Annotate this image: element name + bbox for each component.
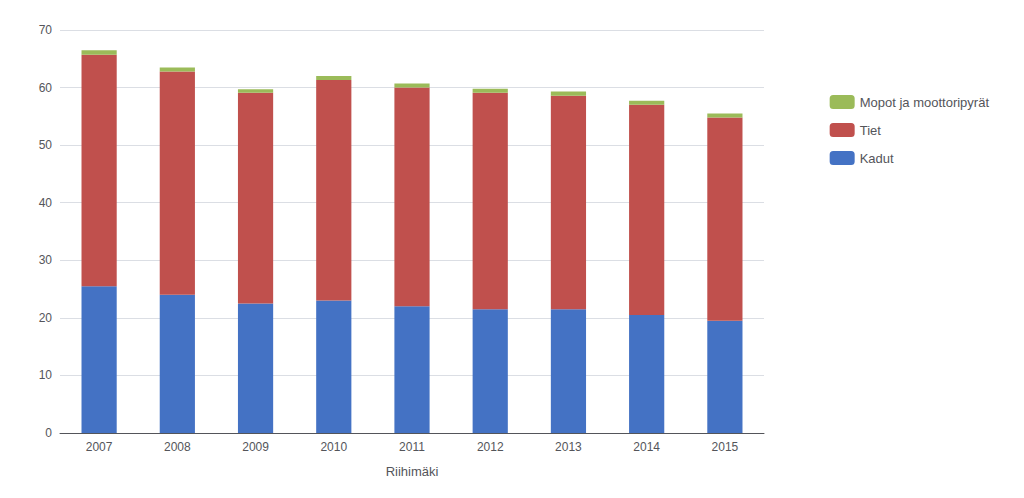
svg-text:10: 10 <box>39 368 53 382</box>
svg-text:Kadut: Kadut <box>860 151 894 166</box>
svg-text:2015: 2015 <box>712 440 739 454</box>
svg-text:2007: 2007 <box>86 440 113 454</box>
svg-text:50: 50 <box>39 138 53 152</box>
svg-text:60: 60 <box>39 81 53 95</box>
svg-text:20: 20 <box>39 311 53 325</box>
svg-text:0: 0 <box>45 426 52 440</box>
svg-text:2014: 2014 <box>633 440 660 454</box>
svg-text:Tiet: Tiet <box>860 123 882 138</box>
svg-text:2011: 2011 <box>399 440 425 454</box>
svg-text:2012: 2012 <box>477 440 504 454</box>
svg-text:2010: 2010 <box>320 440 347 454</box>
svg-text:Riihimäki: Riihimäki <box>386 464 439 479</box>
svg-text:40: 40 <box>39 196 53 210</box>
svg-text:2009: 2009 <box>242 440 269 454</box>
svg-text:2008: 2008 <box>164 440 191 454</box>
svg-text:70: 70 <box>39 23 53 37</box>
svg-text:30: 30 <box>39 253 53 267</box>
svg-text:Mopot ja moottoripyrät: Mopot ja moottoripyrät <box>860 95 990 110</box>
svg-text:2013: 2013 <box>555 440 582 454</box>
